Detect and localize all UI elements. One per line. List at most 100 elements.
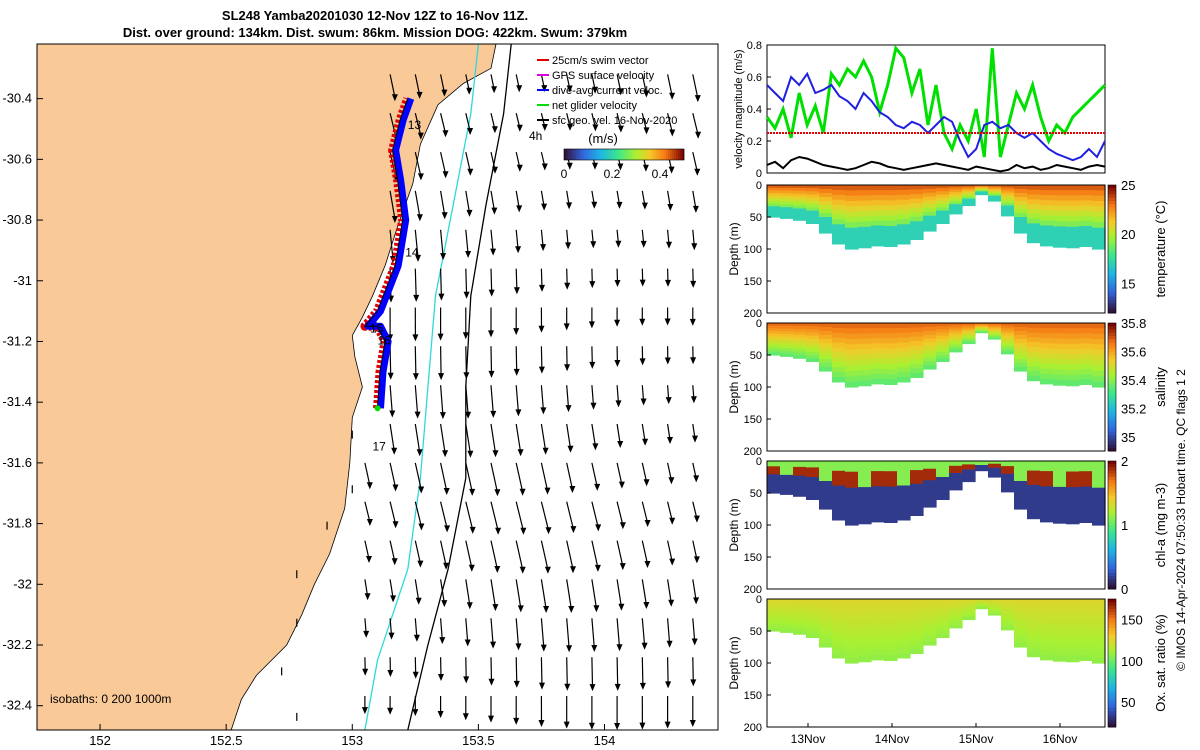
section-cell (767, 479, 781, 483)
section-cell (1014, 623, 1028, 628)
section-cell (897, 219, 911, 225)
section-cell (871, 195, 885, 201)
geo-arrow-head (439, 412, 446, 420)
section-cell (988, 473, 1002, 475)
geo-arrow (616, 385, 620, 404)
section-cell (949, 468, 963, 472)
geo-arrow-head (594, 564, 601, 572)
section-cell (1040, 333, 1054, 339)
section-cell (962, 326, 976, 329)
section-cell (1092, 657, 1106, 664)
section-cell (780, 624, 794, 628)
section-cell (806, 345, 820, 350)
geo-arrow (465, 229, 469, 255)
section-cell (988, 323, 1002, 325)
section-cell (884, 231, 898, 237)
section-cell (858, 656, 872, 663)
colorbar-segment (642, 149, 645, 160)
section-cell (949, 323, 963, 326)
section-colorbar-segment (1108, 573, 1116, 577)
section-cell (1092, 333, 1106, 340)
geo-arrow-head (665, 681, 672, 689)
section-colorbar-segment (1108, 656, 1116, 661)
section-colorbar-segment (1108, 563, 1116, 568)
section-colorbar-segment (1108, 470, 1116, 475)
section-cell (819, 473, 833, 478)
section-cell (780, 193, 794, 197)
section-colorbar-segment (1108, 585, 1116, 590)
section-cell (949, 197, 963, 200)
section-cell (1079, 486, 1093, 493)
section-cell (832, 628, 846, 634)
section-cell (1053, 200, 1067, 207)
geo-arrow-head (540, 644, 547, 652)
geo-arrow-head (517, 605, 524, 613)
section-cell (1027, 599, 1041, 605)
section-cell (767, 201, 781, 205)
section-cell (819, 343, 833, 348)
section-colorbar-segment (1108, 274, 1116, 279)
section-cell (819, 193, 833, 198)
section-cell (962, 471, 976, 474)
section-cell (962, 605, 976, 609)
section-cell (780, 350, 794, 355)
geo-arrow (591, 540, 599, 569)
section-cell (806, 191, 820, 196)
section-cell (832, 199, 846, 206)
section-colorbar-segment (1108, 496, 1116, 500)
isobath-label: isobaths: 0 200 1000m (50, 692, 171, 706)
geo-arrow-head (413, 634, 420, 642)
section-colorbar-segment (1108, 531, 1116, 536)
geo-arrow (515, 462, 524, 492)
geo-arrow-head (466, 209, 473, 217)
section-cell (897, 194, 911, 201)
geo-arrow-head (442, 130, 449, 138)
section-cell (806, 602, 820, 606)
section-cell (858, 614, 872, 621)
section-colorbar-segment (1108, 374, 1116, 378)
section-cell (1014, 631, 1028, 636)
section-cell (962, 190, 976, 193)
section-cell (1053, 471, 1067, 478)
velocity-series-line (765, 44, 1107, 158)
geo-arrow (616, 618, 621, 648)
geo-arrow-head (465, 251, 472, 258)
section-cell (793, 607, 807, 612)
section-cell (1014, 497, 1028, 502)
geo-arrow (540, 657, 543, 686)
section-cell (1053, 190, 1067, 196)
geo-arrow (616, 579, 622, 607)
section-cell (845, 519, 859, 526)
section-cell (819, 631, 833, 636)
geo-arrow-head (437, 333, 444, 341)
section-cell (858, 625, 872, 631)
section-colorbar-segment (1108, 672, 1116, 677)
section-cell (871, 599, 885, 605)
section-cell (806, 599, 820, 603)
section-cell (845, 503, 859, 510)
section-cell (1014, 603, 1028, 608)
geo-arrow-head (690, 357, 697, 365)
section-cell (1040, 338, 1054, 344)
section-cell (845, 201, 859, 207)
geo-arrow-head (465, 411, 472, 419)
section-cell (988, 612, 1002, 615)
geo-arrow-head (568, 606, 575, 613)
geo-arrow-head (614, 360, 621, 367)
section-ytick-label: 200 (744, 308, 762, 320)
section-colorbar-segment (1108, 605, 1116, 610)
section-cell (806, 496, 820, 500)
section-cell (1079, 645, 1093, 651)
section-cell (871, 353, 885, 360)
section-cell (806, 486, 820, 491)
section-ytick-label: 50 (750, 212, 762, 224)
section-cell (832, 239, 846, 245)
geo-arrow-head (588, 321, 595, 329)
section-colorbar-segment (1108, 486, 1116, 491)
geo-arrow-head (664, 318, 671, 326)
section-cell (780, 342, 794, 346)
section-cell (1040, 200, 1054, 206)
geo-arrow-head (516, 85, 523, 93)
section-cell (832, 372, 846, 378)
section-cell (1092, 493, 1106, 499)
